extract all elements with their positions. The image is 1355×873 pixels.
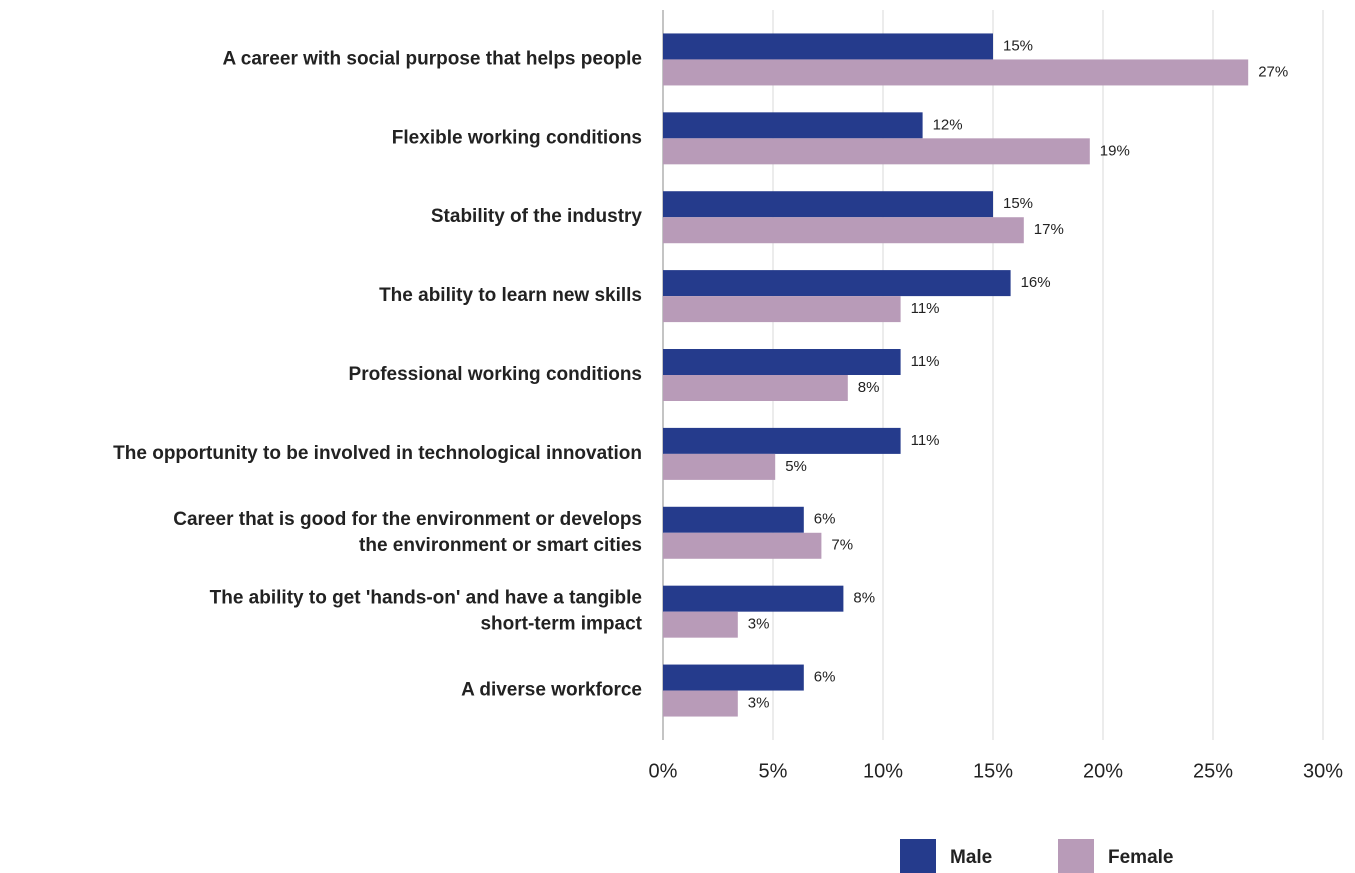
category-label: A career with social purpose that helps … (222, 48, 642, 69)
bar (663, 664, 804, 691)
bar (663, 611, 738, 638)
value-label: 17% (1034, 221, 1064, 238)
bar (663, 532, 822, 559)
x-tick-label: 30% (1303, 760, 1343, 782)
bar (663, 270, 1011, 297)
x-tick-label: 20% (1083, 760, 1123, 782)
legend-label: Female (1108, 847, 1173, 868)
x-tick-label: 0% (649, 760, 678, 782)
bar (663, 375, 848, 401)
bar (663, 296, 901, 323)
bar (663, 33, 993, 60)
x-tick-label: 15% (973, 760, 1013, 782)
bar (663, 585, 844, 612)
category-label: A diverse workforce (461, 680, 642, 701)
value-label: 11% (911, 353, 940, 370)
x-tick-label: 25% (1193, 760, 1233, 782)
category-label: The ability to learn new skills (379, 285, 642, 306)
value-label: 12% (933, 116, 963, 133)
value-label: 8% (858, 379, 880, 396)
legend-swatch (1058, 839, 1094, 873)
value-label: 11% (911, 432, 940, 449)
value-label: 6% (814, 669, 836, 686)
value-label: 27% (1258, 63, 1288, 80)
bar (663, 217, 1024, 244)
bar (663, 112, 923, 139)
value-label: 19% (1100, 142, 1130, 159)
bar (663, 59, 1249, 86)
category-label: Professional working conditions (349, 364, 642, 385)
bar (663, 138, 1090, 165)
bar (663, 427, 901, 454)
value-label: 6% (814, 511, 836, 528)
bar (663, 349, 901, 375)
value-label: 16% (1021, 274, 1051, 291)
legend-swatch (900, 839, 936, 873)
bar (663, 506, 804, 533)
category-label: Career that is good for the environment … (173, 509, 642, 556)
value-label: 11% (911, 300, 940, 317)
x-tick-label: 10% (863, 760, 903, 782)
value-label: 8% (853, 590, 875, 607)
x-tick-label: 5% (759, 760, 788, 782)
category-label: Flexible working conditions (392, 127, 642, 148)
bar (663, 690, 738, 717)
value-label: 15% (1003, 195, 1033, 212)
value-label: 3% (748, 695, 770, 712)
category-label: The opportunity to be involved in techno… (113, 443, 642, 464)
category-label: Stability of the industry (431, 206, 643, 227)
value-label: 5% (785, 458, 807, 475)
bar (663, 191, 993, 218)
legend-label: Male (950, 847, 992, 868)
category-label: The ability to get 'hands-on' and have a… (210, 588, 643, 635)
value-label: 3% (748, 616, 770, 633)
value-label: 15% (1003, 37, 1033, 54)
bar (663, 453, 776, 480)
value-label: 7% (831, 537, 853, 554)
